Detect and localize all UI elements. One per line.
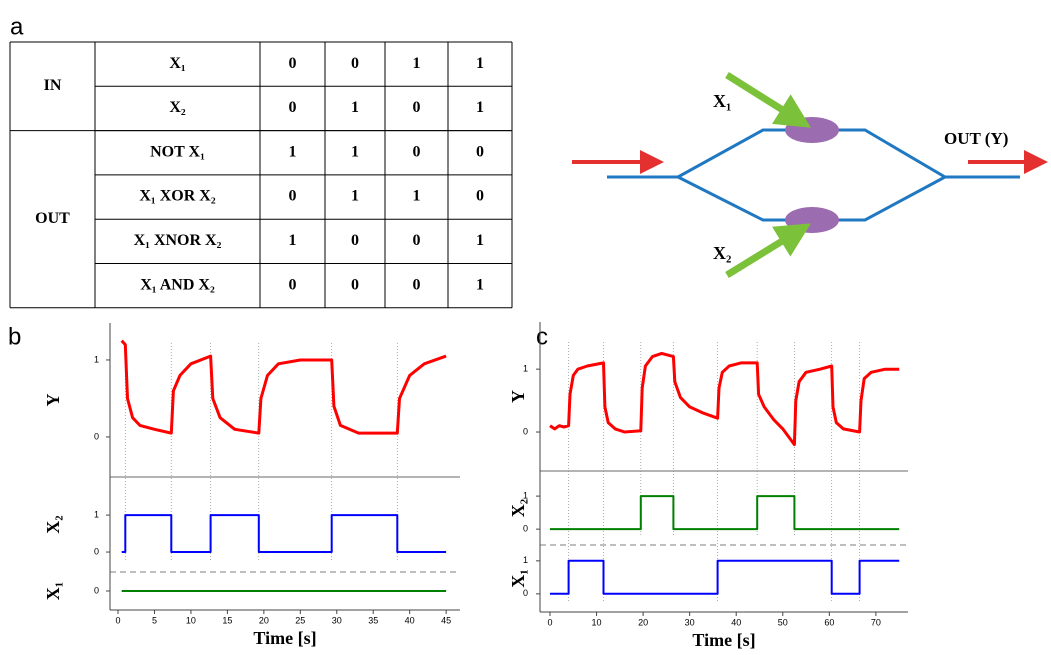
cell: 1 [289, 232, 297, 249]
cell: 0 [413, 276, 421, 293]
y-axis-label: Y [43, 394, 63, 407]
control-arrow [725, 223, 811, 278]
modulator [785, 207, 839, 233]
x-tick-label: 45 [441, 615, 451, 625]
cell: 1 [351, 188, 359, 205]
input-label: X₁ [713, 91, 731, 111]
trace [121, 514, 447, 553]
cell: 1 [289, 143, 297, 160]
trace [120, 339, 447, 435]
row-label: X₂ [169, 99, 186, 116]
cell: 1 [476, 276, 484, 293]
cell: 0 [351, 276, 359, 293]
x-tick-label: 10 [186, 615, 196, 625]
cell: 0 [289, 276, 297, 293]
cell: 1 [476, 55, 484, 72]
y-axis-label: X₁ [43, 582, 63, 600]
x-tick-label: 70 [871, 617, 881, 627]
panel-label: a [10, 13, 24, 40]
row-label: X₁ XOR X₂ [139, 188, 215, 205]
row-label: X₁ XNOR X₂ [134, 232, 222, 249]
row-label: X₁ [169, 55, 186, 72]
y-tick-label: 1 [523, 364, 528, 374]
row-label: X₁ AND X₂ [140, 276, 215, 293]
y-tick-label: 0 [94, 546, 99, 556]
cell: 0 [289, 55, 297, 72]
cell: 1 [413, 55, 421, 72]
group-label: IN [44, 77, 62, 94]
chart: 0 1 Y 0 1 X₂ 0 X₁ 0 5 10 15 20 25 30 35 40 45 Time [s] [43, 323, 460, 648]
trace [550, 495, 900, 531]
cell: 0 [413, 99, 421, 116]
truth-table: X₁ 0 0 1 1 X₂ 0 1 0 1 IN NOT X₁ 1 1 0 0 X₁ XOR X₂ 0 1 1 0 X₁ … [9, 41, 513, 309]
y-tick-label: 1 [523, 555, 528, 565]
cell: 1 [476, 232, 484, 249]
x-tick-label: 25 [295, 615, 305, 625]
group-label: OUT [35, 210, 70, 227]
x-tick-label: 20 [638, 617, 648, 627]
panel-label: c [536, 323, 548, 350]
y-tick-label: 0 [523, 524, 528, 534]
x-tick-label: 20 [259, 615, 269, 625]
cell: 0 [413, 143, 421, 160]
cell: 0 [289, 188, 297, 205]
cell: 0 [289, 99, 297, 116]
cell: 1 [351, 143, 359, 160]
cell: 1 [413, 188, 421, 205]
x-tick-label: 40 [731, 617, 741, 627]
x-tick-label: 10 [592, 617, 602, 627]
x-tick-label: 50 [778, 617, 788, 627]
trace [550, 559, 900, 595]
y-tick-label: 0 [94, 431, 99, 441]
diagram: X₁ X₂ OUT (Y) [572, 72, 1048, 278]
x-tick-label: 30 [332, 615, 342, 625]
y-axis-label: X₂ [508, 499, 528, 517]
row-label: NOT X₁ [150, 143, 205, 160]
panel-label: b [8, 323, 21, 350]
y-tick-label: 1 [94, 354, 99, 364]
y-tick-label: 1 [94, 509, 99, 519]
y-tick-label: 1 [523, 490, 528, 500]
y-tick-label: 0 [523, 426, 528, 436]
y-axis-label: X₁ [508, 569, 528, 587]
y-axis-label: X₂ [43, 515, 63, 533]
cell: 0 [476, 143, 484, 160]
x-tick-label: 60 [824, 617, 834, 627]
cell: 1 [351, 99, 359, 116]
cell: 1 [476, 99, 484, 116]
x-tick-label: 0 [116, 615, 121, 625]
y-tick-label: 0 [94, 585, 99, 595]
y-axis-label: Y [508, 390, 528, 403]
x-tick-label: 30 [685, 617, 695, 627]
x-axis-label: Time [s] [692, 630, 755, 650]
y-tick-label: 0 [523, 588, 528, 598]
modulator [785, 117, 839, 143]
cell: 0 [413, 232, 421, 249]
input-label: X₂ [713, 243, 731, 263]
x-axis-label: Time [s] [253, 628, 316, 648]
x-tick-label: 35 [368, 615, 378, 625]
cell: 0 [351, 232, 359, 249]
cell: 0 [351, 55, 359, 72]
output-label: OUT (Y) [944, 129, 1008, 148]
trace [549, 351, 900, 447]
x-tick-label: 0 [548, 617, 553, 627]
control-arrow [725, 72, 811, 128]
x-tick-label: 15 [222, 615, 232, 625]
x-tick-label: 40 [405, 615, 415, 625]
x-tick-label: 5 [152, 615, 157, 625]
cell: 0 [476, 188, 484, 205]
